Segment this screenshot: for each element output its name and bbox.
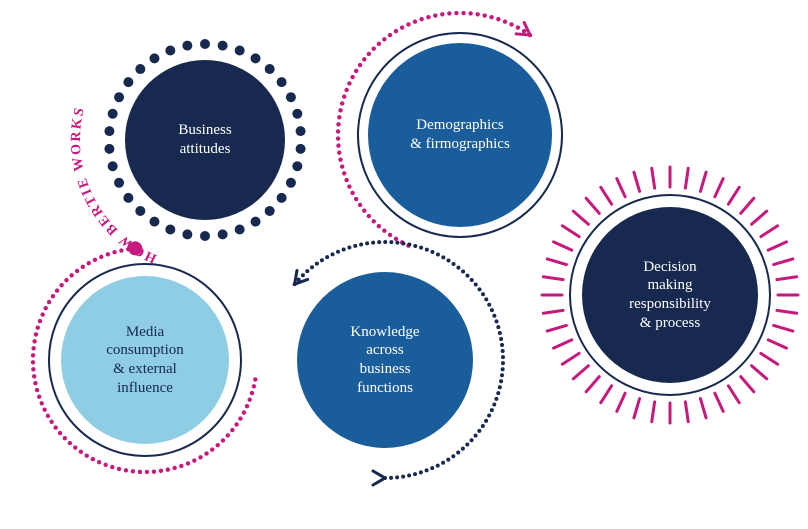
node-demographics: Demographics& firmographics bbox=[368, 43, 552, 227]
node-label-decision-making: Decisionmakingresponsibility& process bbox=[619, 248, 721, 343]
node-business-attitudes: Businessattitudes bbox=[125, 60, 285, 220]
node-knowledge: Knowledgeacrossbusinessfunctions bbox=[297, 272, 473, 448]
node-label-business-attitudes: Businessattitudes bbox=[168, 111, 241, 169]
node-label-knowledge: Knowledgeacrossbusinessfunctions bbox=[340, 313, 429, 408]
node-decision-making: Decisionmakingresponsibility& process bbox=[582, 207, 758, 383]
node-label-media: Mediaconsumption& externalinfluence bbox=[96, 313, 194, 408]
infographic-stage: HOW BERTIE WORKS BusinessattitudesDemogr… bbox=[0, 0, 808, 529]
node-media: Mediaconsumption& externalinfluence bbox=[61, 276, 229, 444]
node-label-demographics: Demographics& firmographics bbox=[400, 106, 520, 164]
